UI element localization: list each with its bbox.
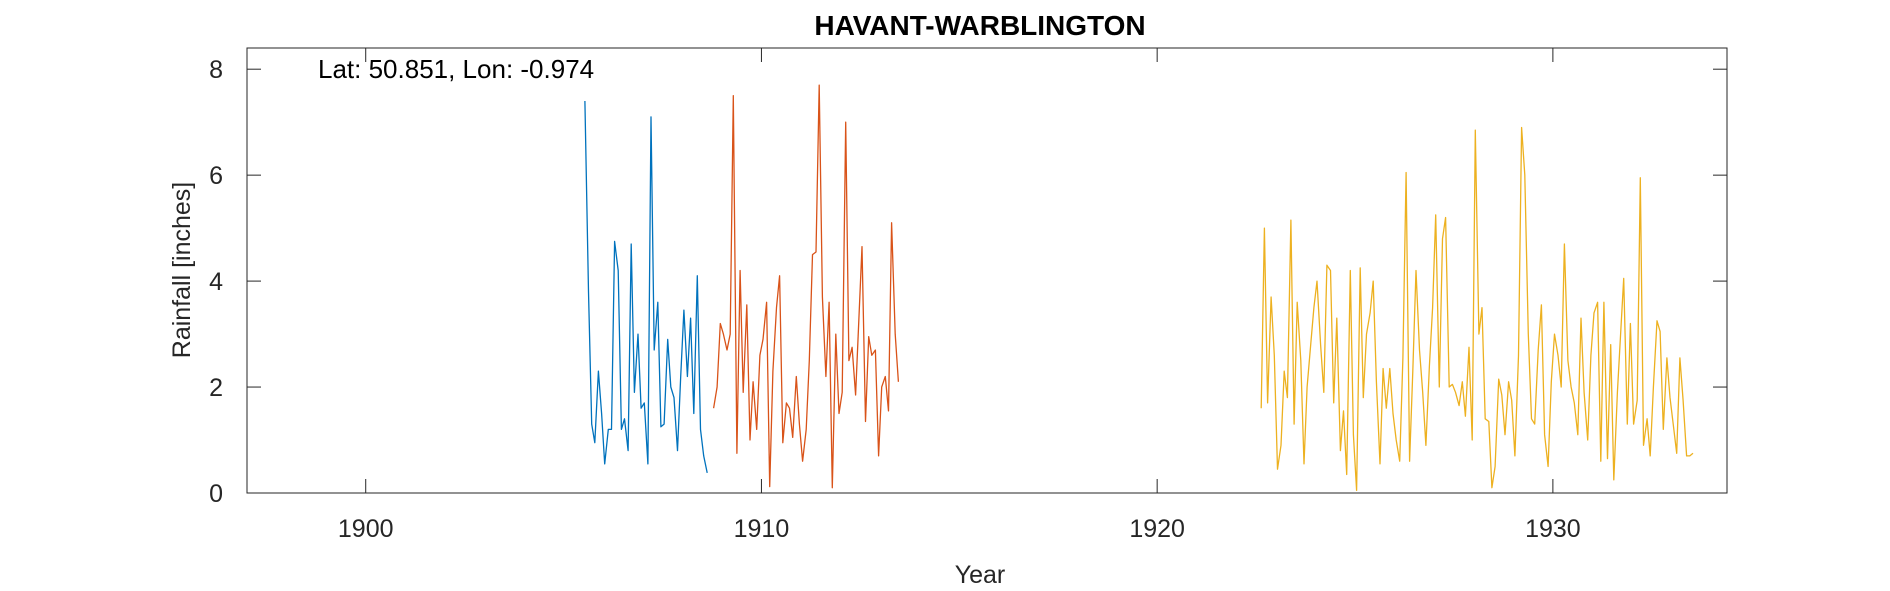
series-line-1 bbox=[584, 100, 708, 474]
series-line-2 bbox=[712, 84, 900, 489]
series-lines bbox=[584, 84, 1694, 492]
y-tick-label: 2 bbox=[209, 374, 223, 402]
y-tick-label: 4 bbox=[209, 268, 223, 296]
y-tick-label: 6 bbox=[209, 162, 223, 190]
x-tick-label: 1930 bbox=[1525, 515, 1581, 543]
location-annotation: Lat: 50.851, Lon: -0.974 bbox=[318, 54, 594, 84]
series-line-3 bbox=[1260, 126, 1694, 492]
x-tick-label: 1920 bbox=[1129, 515, 1185, 543]
plot-area-frame bbox=[246, 47, 1728, 494]
y-tick-label: 0 bbox=[209, 480, 223, 508]
x-tick-label: 1900 bbox=[338, 515, 394, 543]
chart-title: HAVANT-WARBLINGTON bbox=[814, 10, 1145, 41]
x-axis-label: Year bbox=[955, 561, 1006, 589]
x-tick-label: 1910 bbox=[734, 515, 790, 543]
y-axis-label: Rainfall [inches] bbox=[168, 182, 196, 358]
axis-ticks: 1900 1910 1920 1930 0 2 4 6 8 bbox=[209, 48, 1727, 543]
y-tick-label: 8 bbox=[209, 56, 223, 84]
